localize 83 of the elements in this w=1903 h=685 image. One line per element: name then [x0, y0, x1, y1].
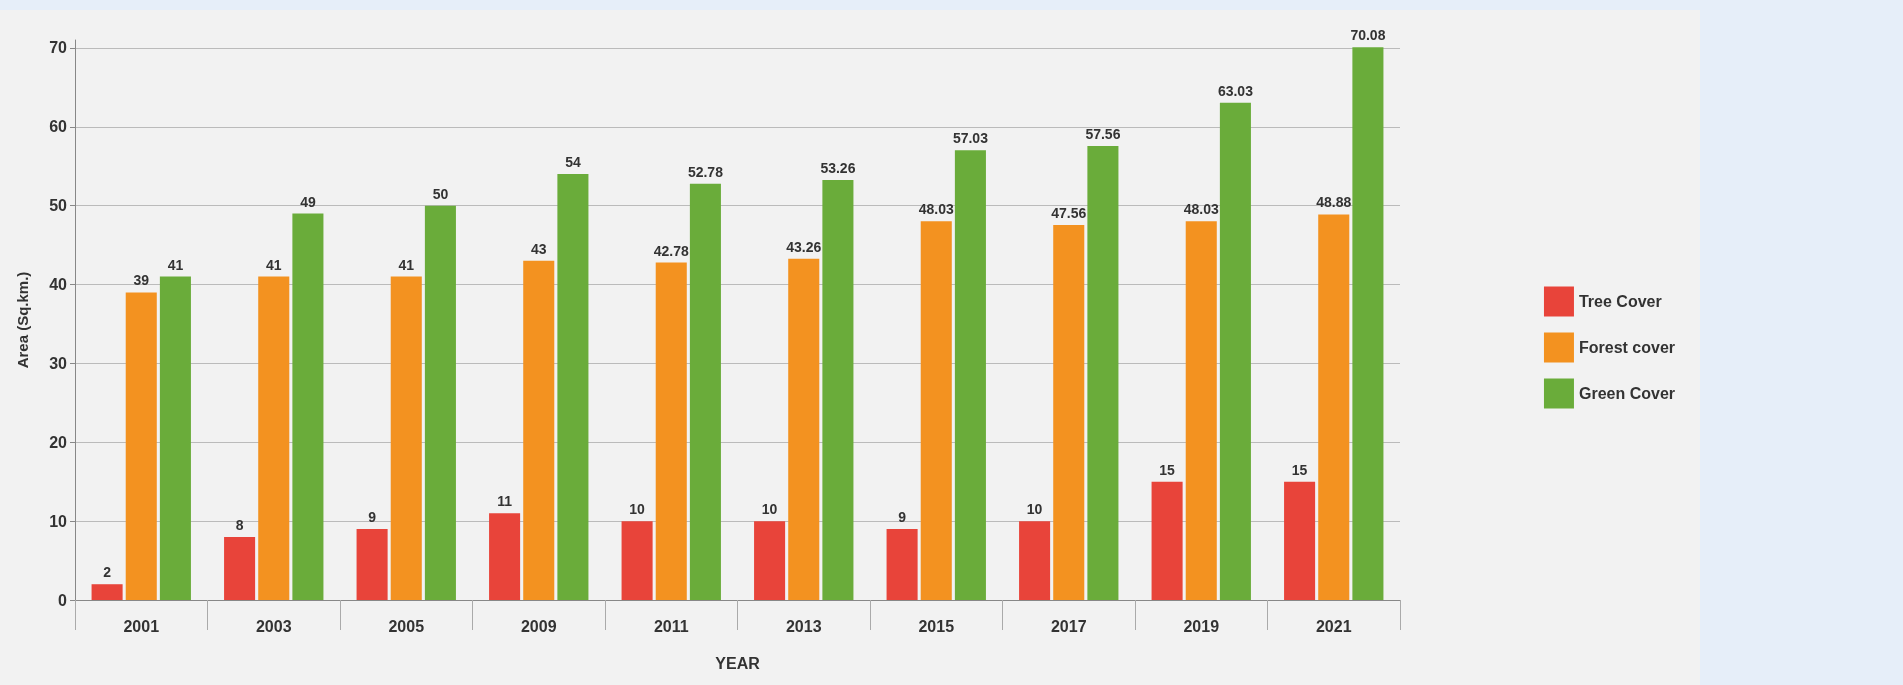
- bar: [91, 584, 123, 600]
- data-label: 42.78: [653, 242, 689, 259]
- data-label: 53.26: [820, 159, 856, 176]
- bar: [1318, 214, 1350, 600]
- bar: [424, 205, 456, 600]
- y-tick-label: 40: [49, 276, 68, 294]
- x-tick-label: 2015: [918, 617, 955, 635]
- legend-label: Tree Cover: [1578, 293, 1662, 310]
- bar: [1185, 221, 1217, 600]
- data-label: 10: [629, 501, 646, 518]
- x-tick-label: 2003: [255, 617, 292, 635]
- data-label: 48.88: [1316, 194, 1352, 211]
- bar: [1087, 146, 1119, 600]
- y-axis-title: Area (Sq.km.): [14, 271, 31, 369]
- bar: [954, 150, 986, 600]
- bar: [1019, 521, 1051, 600]
- data-label: 41: [167, 256, 184, 273]
- data-label: 2: [103, 564, 112, 581]
- data-label: 63.03: [1217, 82, 1254, 99]
- bar: [224, 536, 256, 600]
- data-label: 48.03: [918, 201, 954, 218]
- bar: [822, 179, 854, 600]
- bar: [557, 174, 589, 600]
- data-label: 57.03: [952, 130, 989, 147]
- y-tick-label: 10: [49, 512, 68, 530]
- bar: [920, 221, 952, 600]
- data-label: 54: [565, 154, 581, 171]
- bar: [489, 513, 521, 600]
- y-tick-label: 20: [49, 433, 68, 451]
- data-label: 15: [1159, 461, 1176, 478]
- data-label: 15: [1291, 461, 1308, 478]
- data-label: 9: [898, 509, 907, 526]
- bar: [390, 276, 422, 600]
- y-tick-label: 0: [58, 591, 68, 609]
- data-label: 41: [398, 256, 415, 273]
- bar: [1219, 102, 1251, 600]
- bar: [754, 521, 786, 600]
- data-label: 43: [530, 240, 547, 257]
- bar: [159, 276, 191, 600]
- y-tick-label: 30: [49, 354, 68, 372]
- y-tick-label: 60: [49, 118, 68, 136]
- bar: [1284, 481, 1316, 600]
- data-label: 70.08: [1350, 27, 1386, 44]
- bar: [258, 276, 290, 600]
- bar: [292, 213, 324, 600]
- data-label: 41: [265, 256, 282, 273]
- x-tick-label: 2011: [653, 617, 689, 635]
- legend-label: Forest cover: [1578, 339, 1676, 356]
- bar: [886, 529, 918, 600]
- x-tick-label: 2019: [1183, 617, 1220, 635]
- bar: [621, 521, 653, 600]
- x-tick-label: 2005: [388, 617, 425, 635]
- data-label: 49: [300, 193, 316, 210]
- bar: [689, 183, 721, 600]
- legend-label: Green Cover: [1578, 385, 1676, 402]
- bar: [356, 529, 388, 600]
- data-label: 48.03: [1183, 201, 1219, 218]
- data-label: 8: [235, 516, 244, 533]
- data-label: 50: [432, 185, 449, 202]
- bar: [523, 260, 555, 600]
- x-tick-label: 2013: [785, 617, 822, 635]
- data-label: 11: [497, 493, 513, 510]
- data-label: 10: [1026, 501, 1043, 518]
- data-label: 9: [368, 509, 377, 526]
- x-tick-label: 2009: [520, 617, 557, 635]
- x-tick-label: 2017: [1050, 617, 1087, 635]
- data-label: 52.78: [687, 163, 724, 180]
- bar: [125, 292, 157, 600]
- data-label: 39: [133, 272, 150, 289]
- x-tick-label: 2001: [123, 617, 160, 635]
- x-axis-title: YEAR: [715, 654, 761, 672]
- data-label: 57.56: [1085, 126, 1121, 143]
- y-tick-label: 50: [49, 197, 68, 215]
- data-label: 43.26: [786, 238, 822, 255]
- data-label: 47.56: [1051, 204, 1087, 221]
- bar: [788, 258, 820, 600]
- bar: [1053, 224, 1085, 600]
- bar: [655, 262, 687, 600]
- data-label: 10: [761, 501, 778, 518]
- y-tick-label: 70: [49, 39, 68, 57]
- bar: [1151, 481, 1183, 600]
- bar: [1352, 47, 1384, 600]
- x-tick-label: 2021: [1315, 617, 1352, 635]
